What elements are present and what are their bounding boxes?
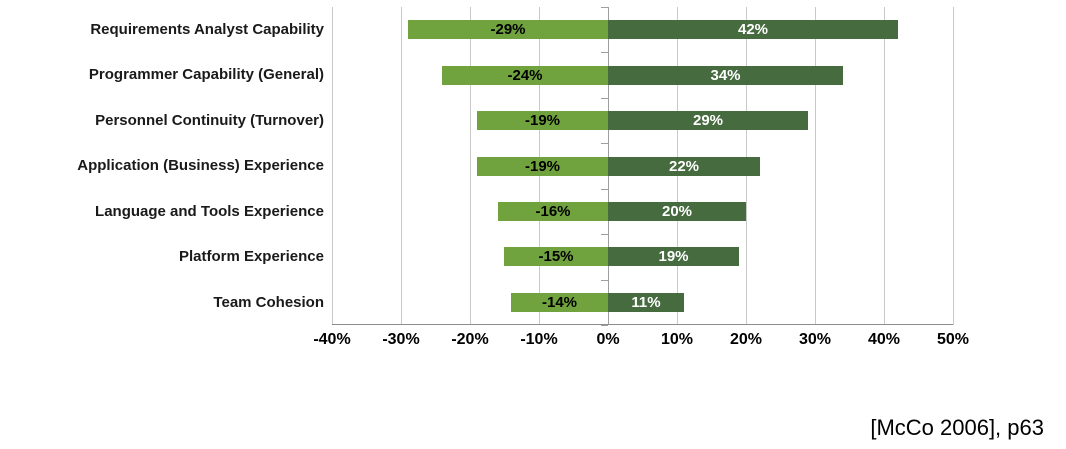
category-label: Programmer Capability (General) <box>88 66 324 83</box>
gridline <box>953 7 954 325</box>
bar-positive: 34% <box>608 66 843 85</box>
category-labels: Requirements Analyst Capability Programme… <box>0 7 324 325</box>
category-label: Personnel Continuity (Turnover) <box>95 112 324 129</box>
x-axis-line <box>332 324 953 325</box>
category-axis-tick <box>601 52 608 53</box>
gridline <box>332 7 333 325</box>
x-axis-tick-labels: -40% -30% -20% -10% 0% 10% 20% 30% 40% 50% <box>313 331 969 357</box>
bar-value-label: -24% <box>507 67 543 84</box>
bar-positive: 29% <box>608 111 808 130</box>
bar-positive: 11% <box>608 293 684 312</box>
category-axis-tick <box>601 280 608 281</box>
x-axis-tick-label: 0% <box>596 331 620 348</box>
bar-positive: 19% <box>608 247 739 266</box>
category-label: Application (Business) Experience <box>77 157 324 174</box>
bar-value-label: 20% <box>661 203 693 220</box>
bar-negative: -29% <box>408 20 608 39</box>
bar-value-label: -19% <box>524 112 561 129</box>
gridline <box>884 7 885 325</box>
bar-value-label: 11% <box>631 294 661 311</box>
bar-value-label: -16% <box>535 203 571 220</box>
category-label: Requirements Analyst Capability <box>90 21 324 38</box>
category-label: Platform Experience <box>178 248 324 265</box>
bar-value-label: 22% <box>668 158 700 175</box>
x-axis-tick-label: 40% <box>867 331 901 348</box>
bar-negative: -14% <box>511 293 608 312</box>
gridline <box>815 7 816 325</box>
category-axis-tick <box>601 143 608 144</box>
bar-positive: 20% <box>608 202 746 221</box>
category-axis-tick <box>601 325 608 326</box>
bar-value-label: 34% <box>710 67 741 84</box>
x-axis-tick-label: -10% <box>520 331 558 348</box>
bar-positive: 42% <box>608 20 898 39</box>
category-axis-tick <box>601 234 608 235</box>
bar-value-label: -15% <box>538 248 574 265</box>
category-label: Team Cohesion <box>213 294 324 311</box>
bar-value-label: -14% <box>541 294 578 311</box>
source-citation: [McCo 2006], p63 <box>870 415 1044 440</box>
bar-value-label: 29% <box>692 112 724 129</box>
tornado-chart: -29% 42% -24% 34% -19% 29% -19% 22% -16% 20% -15% 1… <box>0 7 969 357</box>
x-axis-tick-label: -30% <box>382 331 420 348</box>
bar-value-label: 19% <box>658 248 689 265</box>
plot-area: -29% 42% -24% 34% -19% 29% -19% 22% -16% 20% -15% 1… <box>332 7 954 326</box>
x-axis-tick-label: 50% <box>936 331 970 348</box>
x-axis-tick-label: 20% <box>729 331 763 348</box>
bar-value-label: -19% <box>524 158 561 175</box>
gridline <box>401 7 402 325</box>
x-axis-tick-label: 30% <box>798 331 832 348</box>
bar-negative: -15% <box>504 247 608 266</box>
category-axis-tick <box>601 98 608 99</box>
bar-value-label: 42% <box>737 21 769 38</box>
bar-negative: -19% <box>477 111 608 130</box>
bar-negative: -16% <box>498 202 608 221</box>
category-axis-tick <box>601 7 608 8</box>
gridline <box>470 7 471 325</box>
bar-negative: -19% <box>477 157 608 176</box>
x-axis-tick-label: 10% <box>660 331 694 348</box>
category-label: Language and Tools Experience <box>95 203 324 220</box>
x-axis-tick-label: -40% <box>313 331 351 348</box>
bar-value-label: -29% <box>490 21 526 38</box>
bar-positive: 22% <box>608 157 760 176</box>
bar-negative: -24% <box>442 66 608 85</box>
category-axis-tick <box>601 189 608 190</box>
x-axis-tick-label: -20% <box>451 331 489 348</box>
